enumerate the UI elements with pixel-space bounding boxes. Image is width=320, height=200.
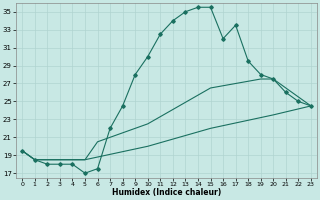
- X-axis label: Humidex (Indice chaleur): Humidex (Indice chaleur): [112, 188, 221, 197]
